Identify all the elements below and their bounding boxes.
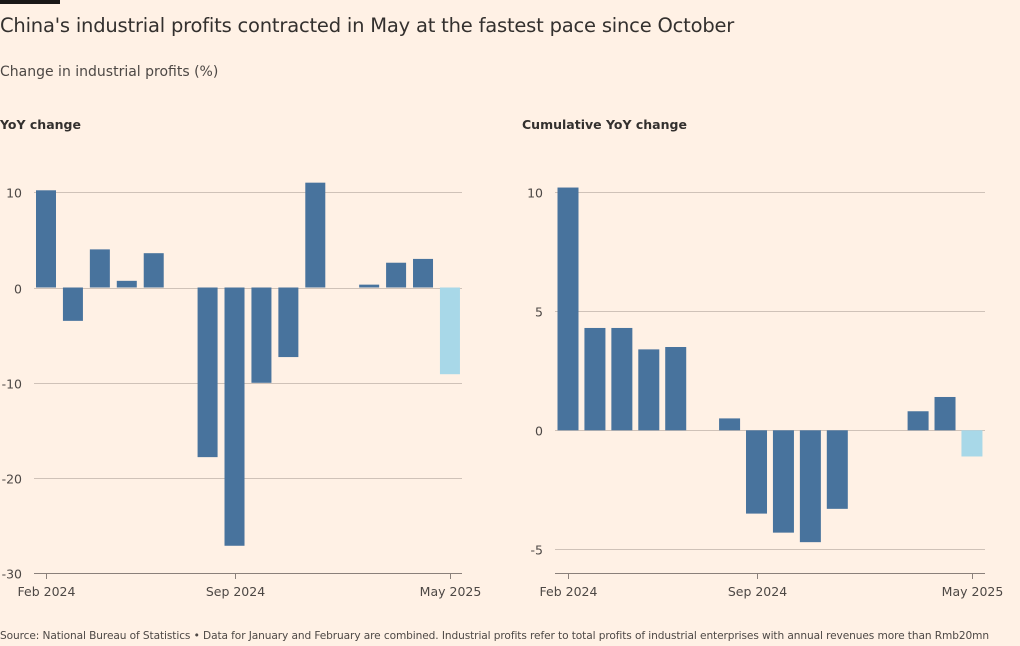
chart-title: China's industrial profits contracted in…	[0, 14, 735, 37]
right-bar-mar-2024	[584, 327, 606, 431]
left-x-tick-label: Feb 2024	[18, 584, 76, 599]
left-bar-mar-2025	[386, 262, 407, 288]
left-bar-mar-2024	[62, 287, 83, 321]
right-bar-may-2025	[961, 430, 983, 457]
right-bar-oct-2024	[772, 430, 794, 533]
right-panel-title: Cumulative YoY change	[522, 117, 687, 132]
left-y-tick-label: -30	[2, 567, 22, 582]
left-y-tick-label: -10	[2, 377, 22, 392]
right-bar-feb-2024	[557, 187, 579, 431]
brand-bar	[0, 0, 60, 4]
left-bar-aug-2024	[197, 287, 218, 458]
right-x-tick-label: May 2025	[942, 584, 1004, 599]
right-y-tick-label: 5	[535, 305, 543, 320]
left-bar-oct-2024	[251, 287, 272, 383]
left-bar-feb-2024	[36, 190, 56, 288]
right-bar-aug-2024	[719, 418, 741, 431]
right-y-tick-label: 10	[527, 186, 543, 201]
left-panel-title: YoY change	[0, 117, 81, 132]
right-bar-apr-2025	[934, 396, 956, 431]
right-bar-jun-2024	[665, 347, 687, 431]
left-bar-nov-2024	[278, 287, 299, 358]
right-bar-nov-2024	[799, 430, 821, 543]
left-bar-apr-2025	[413, 258, 434, 288]
left-bar-apr-2024	[89, 249, 110, 288]
right-x-tick-label: Feb 2024	[540, 584, 598, 599]
left-y-tick-label: 10	[6, 186, 22, 201]
left-bar-may-2025	[439, 287, 460, 375]
right-bar-dec-2024	[826, 430, 848, 509]
right-bar-mar-2025	[907, 411, 929, 431]
left-bar-may-2024	[116, 280, 137, 288]
chart-subtitle: Change in industrial profits (%)	[0, 64, 219, 80]
left-y-tick-label: -20	[2, 472, 22, 487]
right-y-tick-label: -5	[531, 543, 543, 558]
left-x-tick-label: Sep 2024	[206, 584, 265, 599]
left-bar-jun-2024	[143, 253, 164, 288]
left-y-tick-label: 0	[14, 282, 22, 297]
source-note: Source: National Bureau of Statistics • …	[0, 630, 989, 642]
left-bar-feb-2025	[359, 284, 380, 288]
left-bar-dec-2024	[305, 182, 326, 288]
right-y-tick-label: 0	[535, 424, 543, 439]
right-bar-sep-2024	[746, 430, 768, 514]
right-x-tick-label: Sep 2024	[728, 584, 787, 599]
left-bar-sep-2024	[224, 287, 245, 546]
left-x-tick-label: May 2025	[420, 584, 482, 599]
right-bar-may-2024	[638, 349, 660, 431]
right-bar-apr-2024	[611, 327, 633, 431]
